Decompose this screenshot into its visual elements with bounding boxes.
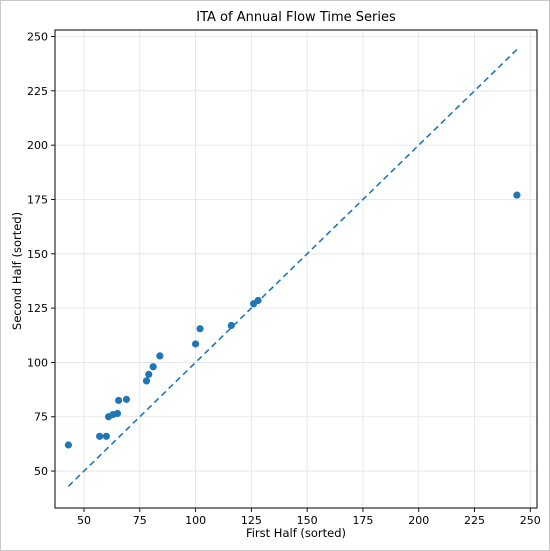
y-axis-label: Second Half (sorted) <box>10 212 24 330</box>
y-tick-label: 50 <box>34 465 48 478</box>
y-tick-label: 250 <box>27 31 48 44</box>
reference-line <box>67 48 518 487</box>
y-tick-label: 100 <box>27 356 48 369</box>
data-point <box>122 395 131 403</box>
x-tick-label: 200 <box>408 514 429 527</box>
data-point <box>196 325 204 333</box>
data-point <box>156 352 164 360</box>
x-tick-label: 75 <box>133 514 147 527</box>
points-layer <box>64 191 521 449</box>
y-tick-label: 125 <box>27 302 48 315</box>
x-tick-label: 125 <box>241 514 262 527</box>
data-point <box>114 396 123 405</box>
y-tick-label: 75 <box>34 411 48 424</box>
y-tick-label: 200 <box>27 139 48 152</box>
x-tick-label: 100 <box>185 514 206 527</box>
y-axis: 50 75 100 125 150 175 200 225 250 <box>27 31 55 478</box>
data-point <box>64 441 72 449</box>
data-point <box>254 296 262 305</box>
x-tick-label: 225 <box>464 514 485 527</box>
chart-title: ITA of Annual Flow Time Series <box>196 10 396 25</box>
x-tick-label: 250 <box>520 514 541 527</box>
data-point <box>513 191 521 199</box>
data-point <box>191 340 200 348</box>
data-point <box>102 432 110 440</box>
grid <box>55 30 537 508</box>
x-axis: 50 75 100 125 150 175 200 225 250 <box>77 508 541 527</box>
reference-line-layer <box>67 48 518 487</box>
plot-area <box>54 29 538 509</box>
x-tick-label: 50 <box>77 514 91 527</box>
data-point <box>149 363 157 371</box>
x-axis-label: First Half (sorted) <box>246 526 346 540</box>
y-tick-label: 150 <box>27 248 48 261</box>
data-point <box>113 409 122 418</box>
x-tick-label: 175 <box>352 514 373 527</box>
y-tick-label: 225 <box>27 85 48 98</box>
y-tick-label: 175 <box>27 193 48 206</box>
data-point <box>142 377 151 385</box>
data-point <box>145 370 153 378</box>
data-point <box>96 432 104 440</box>
x-tick-label: 150 <box>297 514 318 527</box>
data-point <box>227 321 235 330</box>
